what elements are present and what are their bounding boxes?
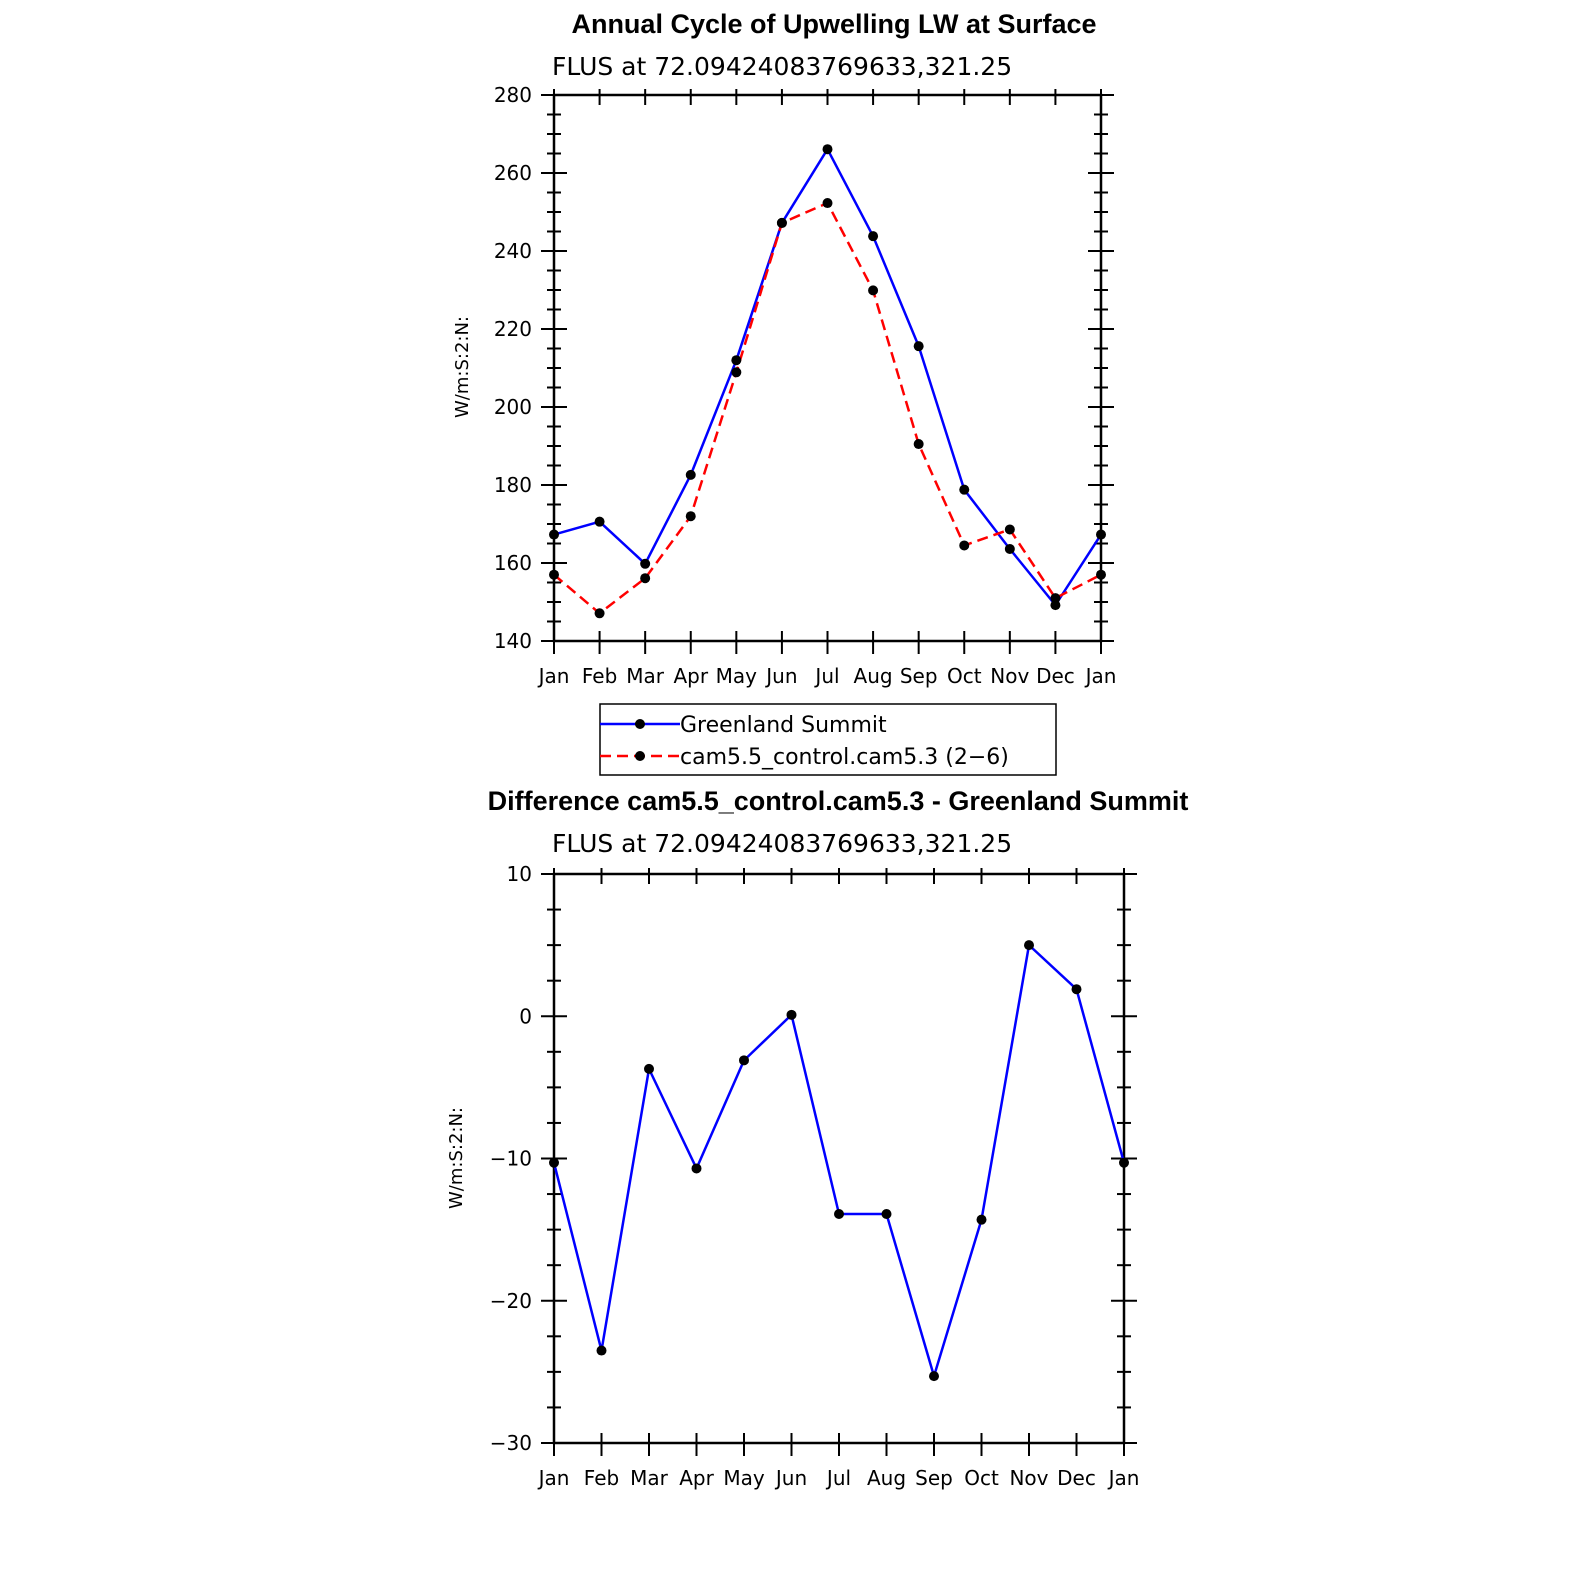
chart-bottom: Difference cam5.5_control.cam5.3 - Green… <box>446 786 1188 1490</box>
chart-bottom-xtick-label: Jun <box>774 1466 807 1490</box>
chart-top-series-0-point <box>913 341 924 352</box>
chart-top-series-1-point <box>594 608 605 619</box>
legend: Greenland Summit cam5.5_control.cam5.3 (… <box>599 703 1057 776</box>
chart-bottom-plot-area: −30 −20 −10 0 10 Jan Feb Mar Apr May Jun Jul Aug Sep O… <box>490 862 1140 1490</box>
chart-top-ytick-label: 160 <box>494 551 532 575</box>
chart-top-subtitle: FLUS at 72.09424083769633,321.25 <box>552 52 1012 81</box>
chart-bottom-xtick-label: Jan <box>537 1466 570 1490</box>
chart-bottom-series-0-point <box>1119 1157 1129 1168</box>
chart-top-series-0-point <box>685 469 696 480</box>
chart-bottom-ytick-label: 10 <box>507 862 532 886</box>
legend-marker-greenland <box>635 719 645 729</box>
chart-top-ytick-label: 180 <box>494 473 532 497</box>
chart-top-xtick-label: Aug <box>854 664 893 688</box>
chart-bottom-series-0-point <box>739 1055 749 1066</box>
chart-top-series-1-point <box>731 367 742 378</box>
chart-bottom-xtick-label: Jan <box>1107 1466 1140 1490</box>
chart-bottom-series-0-line <box>552 943 1126 1378</box>
chart-top-series-1-point <box>959 540 970 551</box>
chart-top-ytick-label: 260 <box>494 161 532 185</box>
chart-bottom-ytick-label: −30 <box>490 1431 532 1455</box>
chart-bottom-series-0-point <box>1071 984 1082 995</box>
chart-bottom-series-0-point <box>834 1208 844 1219</box>
chart-top-series-0-point <box>640 558 651 569</box>
chart-top-xtick-label: May <box>716 664 758 688</box>
chart-bottom-ytick-label: −20 <box>490 1289 532 1313</box>
chart-top-series-0-line <box>553 147 1103 607</box>
chart-bottom-xtick-label: Sep <box>915 1466 953 1490</box>
chart-top-series-0-point <box>594 516 605 527</box>
chart-bottom-ytick-label: −10 <box>490 1147 532 1171</box>
chart-top-series-1-point <box>1096 569 1106 580</box>
chart-bottom-xtick-label: Apr <box>679 1466 714 1490</box>
chart-top-series-0-point <box>822 144 833 155</box>
chart-bottom-xtick-label: Jul <box>825 1466 851 1490</box>
chart-bottom-xtick-label: Aug <box>867 1466 906 1490</box>
legend-box <box>599 703 1057 776</box>
chart-top-series-0-point <box>731 355 742 366</box>
chart-bottom-series-0-point <box>1024 940 1034 951</box>
chart-top-series-1-point <box>1004 524 1015 535</box>
chart-bottom-series-0-point <box>549 1157 559 1168</box>
chart-bottom-xtick-label: Oct <box>964 1466 999 1490</box>
chart-top-series-1-line <box>553 201 1102 615</box>
chart-top-xtick-label: Sep <box>900 664 938 688</box>
chart-top-series-1-point <box>640 573 651 584</box>
chart-bottom-xtick-label: Nov <box>1009 1466 1048 1490</box>
chart-top-ytick-label: 240 <box>494 239 532 263</box>
chart-bottom-xtick-label: May <box>723 1466 765 1490</box>
chart-bottom-series-0-point <box>929 1371 939 1382</box>
chart-bottom-series-0-point <box>596 1345 607 1356</box>
legend-marker-cam <box>635 751 645 761</box>
chart-top: Annual Cycle of Upwelling LW at Surface … <box>452 9 1117 776</box>
chart-top-series-1-point <box>685 511 696 522</box>
chart-top-y-axis-label: W/m:S:2:N: <box>452 316 473 418</box>
chart-top-series-1-point <box>822 198 833 209</box>
chart-bottom-frame <box>552 872 1126 1445</box>
chart-top-xtick-label: Mar <box>626 664 665 688</box>
chart-bottom-xtick-label: Dec <box>1057 1466 1096 1490</box>
chart-top-xtick-label: Oct <box>947 664 982 688</box>
chart-top-ytick-label: 220 <box>494 317 532 341</box>
chart-bottom-series-0-point <box>976 1214 987 1225</box>
chart-top-xtick-label: Feb <box>582 664 617 688</box>
chart-bottom-subtitle: FLUS at 72.09424083769633,321.25 <box>552 829 1012 858</box>
chart-top-xtick-label: Jun <box>764 664 797 688</box>
chart-top-series-1-point <box>1050 593 1061 604</box>
chart-top-series-1-point <box>868 285 879 296</box>
chart-top-series-0-point <box>959 484 970 495</box>
chart-bottom-series-0-point <box>881 1208 892 1219</box>
chart-bottom-xtick-label: Feb <box>584 1466 619 1490</box>
legend-label-greenland: Greenland Summit <box>680 713 887 738</box>
chart-top-xtick-label: Nov <box>990 664 1029 688</box>
chart-top-xtick-label: Apr <box>673 664 708 688</box>
chart-bottom-series-0-point <box>644 1063 654 1074</box>
chart-top-series-1-point <box>549 569 559 580</box>
chart-top-xtick-label: Dec <box>1036 664 1075 688</box>
chart-bottom-series-0-point <box>786 1009 797 1020</box>
chart-bottom-series-0-point <box>691 1163 702 1174</box>
chart-bottom-xtick-label: Mar <box>630 1466 669 1490</box>
chart-top-series-0-point <box>1004 543 1015 554</box>
chart-top-series-0-point <box>868 231 879 242</box>
chart-top-series-0-point <box>1096 529 1106 540</box>
legend-label-cam: cam5.5_control.cam5.3 (2−6) <box>680 745 1009 770</box>
chart-top-series-1-point <box>913 439 924 450</box>
chart-top-xtick-label: Jan <box>1084 664 1117 688</box>
chart-top-series-0-point <box>1050 600 1061 611</box>
chart-bottom-y-axis-label: W/m:S:2:N: <box>446 1107 467 1209</box>
chart-top-ytick-label: 200 <box>494 395 532 419</box>
chart-top-title: Annual Cycle of Upwelling LW at Surface <box>571 9 1096 39</box>
chart-top-xtick-label: Jan <box>537 664 570 688</box>
chart-bottom-ytick-label: 0 <box>519 1004 532 1028</box>
chart-top-ytick-label: 280 <box>494 83 532 107</box>
chart-top-series-1-point <box>776 217 787 228</box>
chart-top-series-0-point <box>549 529 559 540</box>
chart-top-xtick-label: Jul <box>813 664 839 688</box>
chart-top-ytick-label: 140 <box>494 629 532 653</box>
chart-bottom-title: Difference cam5.5_control.cam5.3 - Green… <box>488 786 1189 816</box>
